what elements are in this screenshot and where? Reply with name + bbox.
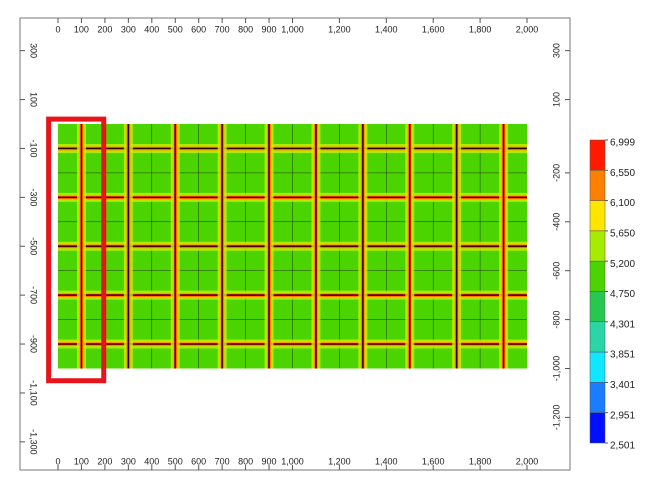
colorbar-segment <box>589 382 606 413</box>
colorbar-segment <box>589 200 606 232</box>
colorbar-label: 6,999 <box>610 138 635 149</box>
x-tick-label-bottom: 1,400 <box>375 456 398 466</box>
x-tick-label-top: 800 <box>238 24 253 34</box>
y-tick-label-left: -1,300 <box>29 429 39 455</box>
highlight-box <box>46 116 107 384</box>
x-tick-label-top: 600 <box>191 24 206 34</box>
x-tick-label-bottom: 1,000 <box>281 456 304 466</box>
x-tick-label-top: 1,400 <box>375 24 398 34</box>
y-tick-label-left: -700 <box>29 286 39 304</box>
colorbar-label: 6,100 <box>610 198 635 209</box>
x-tick-label-top: 700 <box>215 24 230 34</box>
colorbar-segment <box>589 230 606 262</box>
y-tick-label-right: -200 <box>551 164 561 182</box>
x-tick-label-bottom: 800 <box>238 456 253 466</box>
colorbar-label: 5,200 <box>610 259 635 270</box>
x-tick-label-top: 400 <box>144 24 159 34</box>
x-tick-label-bottom: 0 <box>55 456 60 466</box>
y-tick-label-right: 300 <box>551 43 561 58</box>
colorbar-segment <box>589 412 606 444</box>
colorbar-segment <box>589 170 606 201</box>
x-tick-label-bottom: 200 <box>97 456 112 466</box>
colorbar-segment <box>589 260 606 292</box>
y-tick-label-right: -600 <box>551 262 561 280</box>
colorbar-label: 3,851 <box>610 350 635 361</box>
colorbar-label: 2,951 <box>610 410 635 421</box>
x-tick-label-bottom: 900 <box>262 456 277 466</box>
x-tick-label-bottom: 700 <box>215 456 230 466</box>
colorbar-segment <box>589 321 606 353</box>
x-tick-label-top: 100 <box>74 24 89 34</box>
colorbar-label: 3,401 <box>610 380 635 391</box>
x-tick-label-bottom: 100 <box>74 456 89 466</box>
colorbar-segment <box>589 351 606 383</box>
x-tick-label-top: 500 <box>168 24 183 34</box>
colorbar-segment <box>589 291 606 323</box>
x-tick-label-top: 2,000 <box>516 24 539 34</box>
y-tick-label-left: 100 <box>29 92 39 107</box>
colorbar-segment <box>589 139 606 171</box>
x-tick-label-top: 1,800 <box>469 24 492 34</box>
y-tick-label-left: -100 <box>29 139 39 157</box>
y-tick-label-right: 100 <box>551 92 561 107</box>
y-tick-label-right: -1,200 <box>551 405 561 431</box>
x-tick-label-bottom: 500 <box>168 456 183 466</box>
y-tick-label-left: -900 <box>29 335 39 353</box>
x-tick-label-bottom: 400 <box>144 456 159 466</box>
x-tick-label-bottom: 1,200 <box>328 456 351 466</box>
x-tick-label-bottom: 2,000 <box>516 456 539 466</box>
x-tick-label-bottom: 300 <box>121 456 136 466</box>
colorbar-label: 4,750 <box>610 289 635 300</box>
x-tick-label-bottom: 600 <box>191 456 206 466</box>
colorbar-label: 6,550 <box>610 168 635 179</box>
x-tick-label-top: 1,600 <box>422 24 445 34</box>
x-tick-label-bottom: 1,600 <box>422 456 445 466</box>
y-tick-label-right: -1,000 <box>551 356 561 382</box>
y-tick-label-left: -500 <box>29 237 39 255</box>
x-tick-label-top: 900 <box>262 24 277 34</box>
x-tick-label-bottom: 1,800 <box>469 456 492 466</box>
x-tick-label-top: 300 <box>121 24 136 34</box>
colorbar-label: 5,650 <box>610 229 635 240</box>
x-tick-label-top: 1,000 <box>281 24 304 34</box>
x-tick-label-top: 0 <box>55 24 60 34</box>
y-tick-label-left: -1,100 <box>29 380 39 406</box>
y-tick-label-right: -400 <box>551 213 561 231</box>
y-tick-label-right: -800 <box>551 311 561 329</box>
y-tick-label-left: -300 <box>29 188 39 206</box>
colorbar-label: 4,301 <box>610 319 635 330</box>
y-tick-label-left: 300 <box>29 43 39 58</box>
x-tick-label-top: 1,200 <box>328 24 351 34</box>
colorbar-label: 2,501 <box>610 441 635 452</box>
x-tick-label-top: 200 <box>97 24 112 34</box>
